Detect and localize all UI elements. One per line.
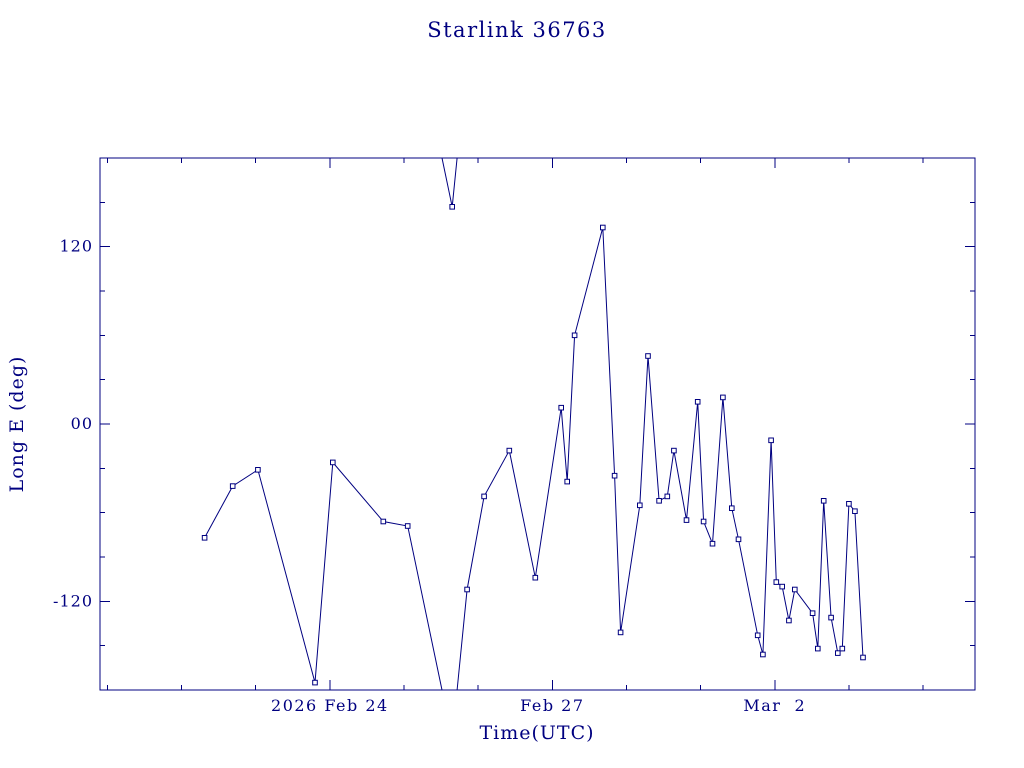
data-point-marker	[571, 332, 578, 339]
data-point-marker	[729, 505, 735, 511]
data-point-marker	[779, 583, 786, 590]
data-point-marker	[558, 404, 565, 411]
data-point-marker	[637, 502, 643, 509]
data-point-marker	[664, 493, 671, 500]
data-point-marker	[809, 610, 816, 617]
y-tick-label: 120	[59, 237, 93, 256]
data-point-marker	[449, 204, 455, 210]
data-point-marker	[852, 508, 858, 514]
data-point-marker	[835, 650, 841, 656]
data-point-marker	[481, 493, 487, 500]
data-point-marker	[312, 679, 318, 686]
y-tick-label: 00	[71, 414, 93, 433]
data-point-marker	[839, 645, 846, 652]
data-point-marker	[683, 517, 690, 523]
data-point-marker	[506, 447, 513, 454]
data-point-marker	[532, 574, 539, 581]
data-point-marker	[828, 614, 834, 621]
data-point-marker	[846, 501, 852, 507]
data-point-marker	[820, 498, 827, 504]
data-point-marker	[229, 483, 236, 489]
data-point-marker	[645, 353, 651, 359]
series-line	[204, 461, 443, 691]
data-point-marker	[792, 586, 798, 593]
data-point-marker	[656, 498, 662, 504]
x-tick-label: Mar 2	[743, 696, 806, 715]
data-point-marker	[617, 629, 624, 636]
data-point-marker	[709, 540, 716, 547]
data-point-marker	[611, 472, 618, 479]
data-point-marker	[754, 632, 761, 639]
data-point-marker	[380, 518, 387, 525]
data-point-marker	[786, 617, 792, 624]
series-line	[456, 227, 864, 691]
data-point-marker	[330, 459, 336, 466]
data-point-marker	[760, 651, 766, 658]
data-point-marker	[768, 437, 774, 444]
data-point-marker	[201, 535, 208, 541]
data-point-marker	[564, 478, 571, 485]
data-point-marker	[404, 523, 411, 529]
y-tick-label: -120	[53, 591, 93, 610]
data-point-marker	[815, 645, 821, 652]
data-point-marker	[671, 447, 677, 454]
x-axis-label: Time(UTC)	[479, 722, 595, 744]
data-point-marker	[860, 654, 866, 661]
series-line	[441, 157, 458, 207]
data-point-marker	[600, 224, 606, 231]
x-tick-label: 2026 Feb 24	[271, 696, 389, 715]
data-point-marker	[255, 467, 261, 473]
x-tick-label: Feb 27	[520, 696, 584, 715]
data-point-marker	[720, 394, 726, 401]
data-point-marker	[735, 536, 742, 543]
chart-title: Starlink 36763	[427, 18, 607, 42]
data-point-marker	[464, 586, 470, 593]
data-point-marker	[700, 518, 707, 525]
data-point-marker	[694, 399, 701, 405]
data-point-marker	[773, 579, 780, 585]
